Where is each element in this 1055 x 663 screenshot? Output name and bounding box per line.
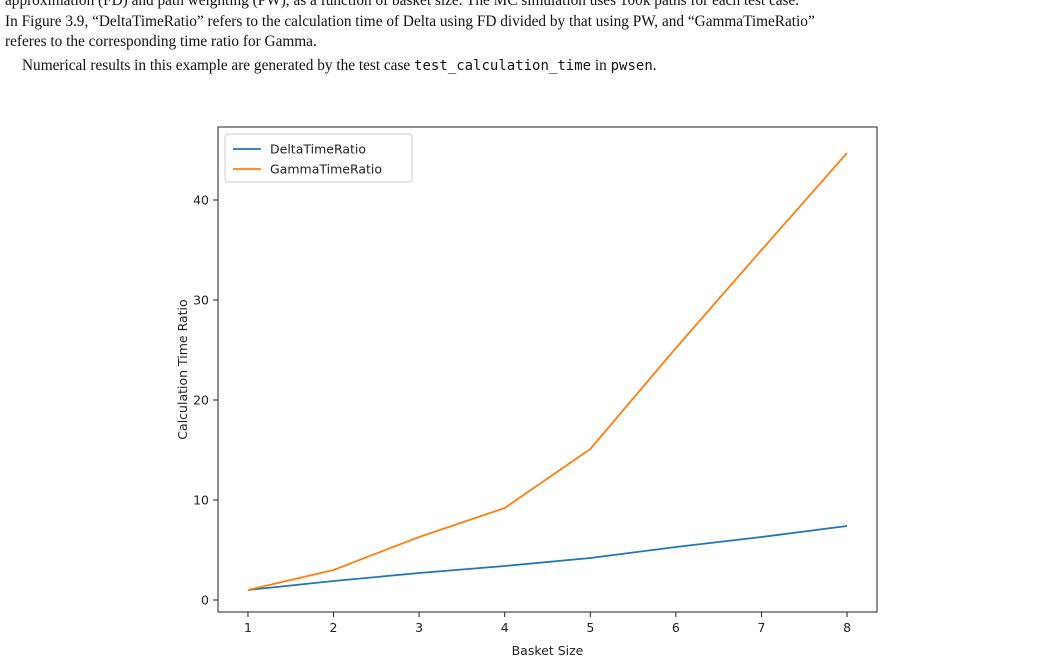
legend: DeltaTimeRatio GammaTimeRatio — [224, 133, 413, 183]
y-tick-label: 20 — [193, 393, 209, 408]
x-axis: 1 2 3 4 5 6 7 8 — [244, 612, 851, 635]
y-tick-label: 10 — [193, 493, 209, 508]
x-tick-label: 5 — [586, 620, 594, 635]
y-tick-label: 0 — [201, 593, 209, 608]
package-code: pwsen — [610, 57, 653, 74]
legend-label-1: DeltaTimeRatio — [270, 142, 366, 157]
y-axis: 0 10 20 30 40 — [193, 193, 218, 608]
x-tick-label: 3 — [415, 620, 423, 635]
paragraph-line-3: referes to the corresponding time ratio … — [5, 33, 317, 50]
legend-box — [224, 133, 413, 183]
x-tick-label: 8 — [843, 620, 851, 635]
x-axis-label: Basket Size — [512, 643, 584, 658]
x-tick-label: 2 — [330, 620, 338, 635]
document-text: approximation (FD) and path weighting (P… — [0, 0, 1055, 76]
results-suffix: . — [652, 56, 657, 74]
test-case-code: test_calculation_time — [414, 57, 592, 74]
series-layer — [247, 152, 848, 591]
results-note: Numerical results in this example are ge… — [22, 56, 1055, 77]
x-tick-label: 1 — [244, 620, 252, 635]
paragraph-line-2: In Figure 3.9, “DeltaTimeRatio” refers t… — [5, 12, 815, 30]
y-tick-label: 30 — [193, 293, 209, 308]
paragraph-line-1: approximation (FD) and path weighting (P… — [5, 0, 800, 9]
x-tick-label: 6 — [672, 620, 680, 635]
series-line-2 — [247, 152, 848, 591]
series-line-1 — [247, 525, 848, 591]
x-tick-label: 7 — [757, 620, 765, 635]
results-prefix: Numerical results in this example are ge… — [22, 56, 415, 74]
x-tick-label: 4 — [501, 620, 509, 635]
plot-frame — [217, 126, 878, 613]
y-tick-label: 40 — [193, 193, 209, 208]
results-mid: in — [591, 56, 611, 74]
y-axis-label: Calculation Time Ratio — [175, 299, 190, 439]
legend-label-2: GammaTimeRatio — [270, 162, 382, 177]
